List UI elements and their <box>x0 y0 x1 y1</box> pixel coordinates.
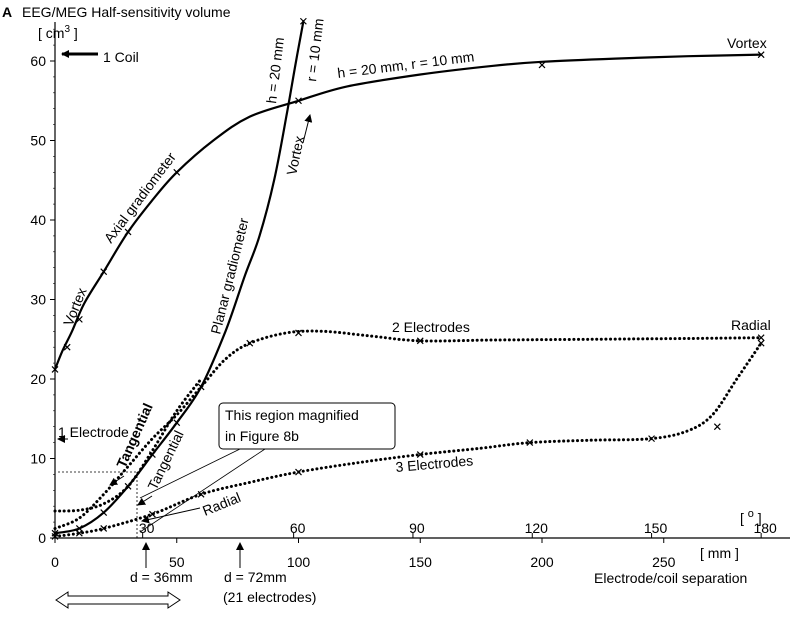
radial-low-label: Radial <box>200 489 243 519</box>
x-tick-label: 250 <box>652 554 676 570</box>
series-marker <box>416 451 424 458</box>
d72-label: d = 72mm <box>224 569 287 585</box>
series-marker <box>51 366 59 373</box>
callout-pointer-1 <box>139 448 241 499</box>
series-marker <box>173 419 181 427</box>
y-tick-label: 10 <box>30 451 46 467</box>
magnified-line1: This region magnified <box>225 407 359 423</box>
series-marker <box>757 51 765 59</box>
angle-tick-label: 150 <box>644 520 668 536</box>
y-tick-label: 0 <box>38 530 46 546</box>
chart-title: EEG/MEG Half-sensitivity volume <box>22 4 231 20</box>
d36-label: d = 36mm <box>130 569 193 585</box>
series-marker <box>100 268 108 276</box>
series-marker <box>299 17 307 25</box>
vortex-mid-arrow <box>302 114 313 144</box>
series-marker <box>538 61 546 69</box>
axis-ticks: 0 10 20 30 40 50 60 0 50 100 150 200 250 30 60 90 120 150… <box>30 28 777 570</box>
series-marker <box>416 337 424 345</box>
y-unit-sup: 3 <box>64 24 70 35</box>
series-marker <box>757 334 765 342</box>
series-marker <box>75 315 83 323</box>
series-marker <box>295 329 302 337</box>
radial-top-label: Radial <box>731 317 771 333</box>
series-marker <box>295 97 302 105</box>
series-line-2 <box>53 329 763 530</box>
series-marker <box>713 423 721 431</box>
panel-label: A <box>2 4 12 20</box>
angle-tick-label: 30 <box>139 520 155 536</box>
y-tick-label: 60 <box>30 53 46 69</box>
series-marker <box>100 525 108 532</box>
series-marker <box>648 435 655 443</box>
series-line-3 <box>53 341 763 538</box>
series-line-4 <box>53 377 203 513</box>
x-tick-label: 50 <box>169 554 185 570</box>
x-axis-label: Electrode/coil separation <box>594 570 747 586</box>
series-marker <box>197 490 205 498</box>
y-unit-label: [ cm3 ] <box>38 24 78 41</box>
axial-label: Axial gradiometer <box>101 149 180 246</box>
series-marker <box>173 168 181 176</box>
vortex-top-label: Vortex <box>727 35 767 51</box>
series-marker <box>75 529 83 537</box>
angle-unit-text: o <box>748 508 754 520</box>
vortex-left-label: Vortex <box>60 285 90 328</box>
radial-low-arrow <box>141 507 201 524</box>
callout-pointer-2 <box>139 448 266 533</box>
magnified-callout <box>218 402 396 450</box>
x-tick-label: 0 <box>51 554 59 570</box>
series-marker <box>757 339 765 347</box>
angle-unit-label: [ o ] <box>740 508 762 526</box>
y-tick-label: 40 <box>30 212 46 228</box>
two-electrodes-label: 2 Electrodes <box>392 319 470 335</box>
angle-tick-label: 120 <box>525 520 549 536</box>
series-marker <box>124 228 132 236</box>
angle-tick-label: 60 <box>290 520 306 536</box>
series-line-0 <box>53 53 763 371</box>
x-tick-label: 200 <box>530 554 554 570</box>
span-double-arrow <box>55 591 181 609</box>
r10-label: r = 10 mm <box>303 17 327 82</box>
tangential-bold-arrow <box>109 475 125 486</box>
series-marker <box>526 439 534 447</box>
electrode-label: 1 Electrode <box>58 424 129 440</box>
series-marker <box>63 343 71 351</box>
y-tick-label: 50 <box>30 133 46 149</box>
x-tick-label: 150 <box>409 554 433 570</box>
three-electrodes-label: 3 Electrodes <box>395 452 474 475</box>
x-tick-label: 100 <box>287 554 311 570</box>
y-tick-label: 20 <box>30 371 46 387</box>
x-unit-label: [ mm ] <box>700 545 739 561</box>
series-group <box>51 17 765 540</box>
series-marker <box>246 339 254 347</box>
angle-tick-label: 90 <box>409 520 425 536</box>
coil-label: 1 Coil <box>103 49 139 65</box>
tangential-thin-arrow <box>137 495 153 506</box>
series-marker <box>148 510 156 518</box>
series-marker <box>295 468 302 476</box>
angle-tick-label: 180 <box>753 520 777 536</box>
h20-label: h = 20 mm <box>263 36 287 104</box>
x-unit-text: mm <box>708 545 731 561</box>
series-marker <box>100 509 108 516</box>
y-tick-label: 30 <box>30 292 46 308</box>
electrodes21-label: (21 electrodes) <box>223 589 316 605</box>
magnified-line2: in Figure 8b <box>225 428 299 444</box>
series-marker <box>51 532 59 540</box>
